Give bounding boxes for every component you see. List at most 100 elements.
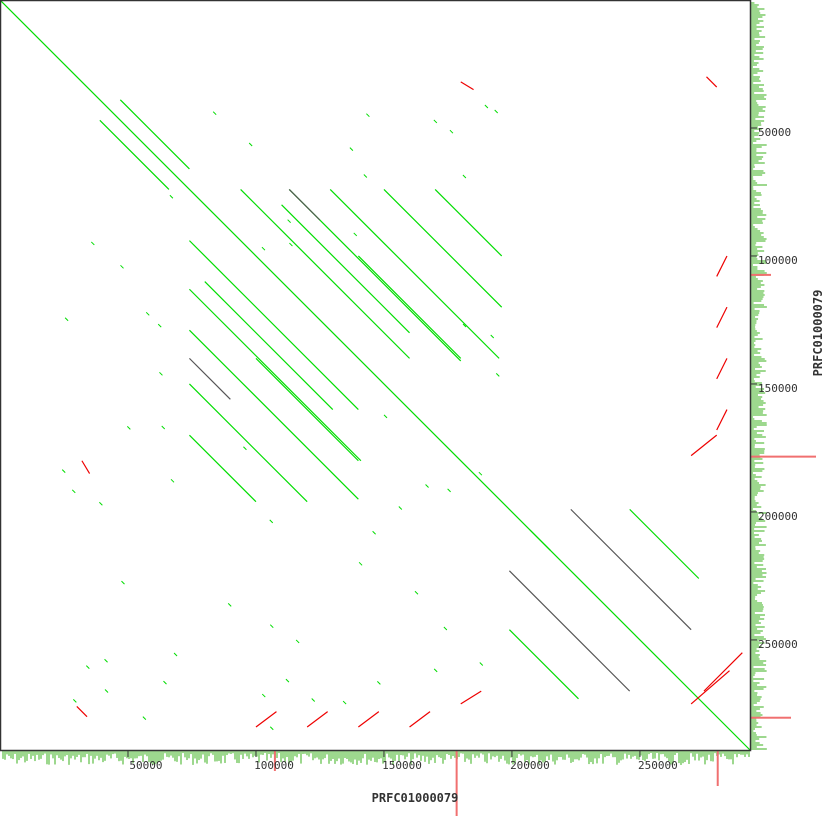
y-margin-bar [751, 650, 760, 652]
x-margin-bar [644, 751, 646, 761]
y-margin-bar [751, 724, 757, 726]
y-margin-bar [751, 596, 756, 598]
x-margin-bar [154, 751, 156, 765]
x-margin-bar [572, 751, 574, 762]
alignment-dot [285, 678, 290, 683]
y-margin-bar [751, 348, 762, 350]
x-margin-bar [98, 751, 100, 761]
alignment-dot [269, 519, 274, 524]
y-margin-bar [751, 508, 754, 510]
y-margin-bar [751, 162, 765, 164]
y-margin-bar [751, 610, 763, 612]
y-margin-bar [751, 4, 759, 6]
alignment-dot [243, 446, 247, 451]
y-margin-bar [751, 464, 756, 466]
x-margin-bar [264, 751, 266, 754]
x-margin-bar [358, 751, 360, 761]
y-margin-bar [751, 408, 766, 410]
alignment-segment-reverse [706, 76, 718, 88]
x-margin-bar [452, 751, 454, 757]
x-margin-bar [38, 751, 40, 760]
x-margin-bar [178, 751, 180, 757]
y-margin-bar [751, 370, 766, 372]
x-margin-bar [226, 751, 228, 756]
x-margin-bar [224, 751, 226, 763]
y-margin-bar [751, 706, 764, 708]
y-margin-bar [751, 410, 764, 412]
y-margin-bar [751, 54, 755, 56]
x-margin-bar [574, 751, 576, 760]
x-margin-bar [400, 751, 402, 756]
x-margin-bar [532, 751, 534, 758]
y-margin-bar [751, 390, 763, 392]
x-margin-bar [216, 751, 218, 762]
alignment-segment-forward [240, 188, 410, 359]
y-margin-bar [751, 746, 757, 748]
y-margin-bar [751, 546, 756, 548]
x-margin-bar [128, 751, 130, 759]
x-margin-bar [148, 751, 150, 763]
x-margin-bar [668, 751, 670, 762]
y-margin-bar [751, 10, 760, 12]
x-margin-bar [278, 751, 280, 754]
x-margin-bar [684, 751, 686, 763]
y-margin-bar [751, 214, 767, 216]
y-margin-bar [751, 206, 754, 208]
x-margin-bar [418, 751, 420, 756]
y-margin-bar [751, 520, 766, 522]
alignment-segment-forward [281, 204, 410, 334]
y-margin-bar [751, 46, 764, 48]
x-margin-bar [612, 751, 614, 758]
alignment-dot [433, 119, 438, 124]
x-margin-bar [68, 751, 70, 765]
x-margin-bar [184, 751, 186, 758]
x-margin-bar [560, 751, 562, 758]
y-margin-bar [751, 92, 755, 94]
y-margin-bar [751, 72, 758, 74]
y-margin-bar [751, 432, 757, 434]
y-margin-bar [751, 552, 759, 554]
y-margin-bar [751, 460, 755, 462]
y-tick-label: 50000 [758, 126, 791, 139]
x-margin-bar [422, 751, 424, 756]
x-margin-bar [294, 751, 296, 757]
y-margin-bar [751, 304, 765, 306]
x-margin-bar [188, 751, 190, 759]
x-margin-bar [20, 751, 22, 758]
x-margin-bar [424, 751, 426, 762]
x-margin-bar [292, 751, 294, 761]
x-margin-bar [350, 751, 352, 763]
y-margin-bar [751, 42, 759, 44]
y-margin-bar [751, 150, 757, 152]
x-margin-bar [702, 751, 704, 757]
y-margin-bar [751, 354, 755, 356]
y-margin-bar [751, 336, 755, 338]
y-margin-bar [751, 232, 764, 234]
y-margin-bar [751, 130, 755, 132]
alignment-dot [212, 111, 217, 116]
y-margin-bar [751, 230, 761, 232]
x-margin-bar [416, 751, 418, 758]
x-margin-bar [230, 751, 232, 754]
y-margin-bar [751, 542, 760, 544]
y-margin-bar [751, 176, 754, 178]
y-margin-bar [751, 124, 762, 126]
y-margin-bar [751, 122, 762, 124]
y-margin-bar [751, 76, 760, 78]
x-margin-bar [414, 751, 416, 754]
x-margin-bar [722, 751, 724, 754]
x-margin-bar [494, 751, 496, 758]
y-margin-bar [751, 498, 755, 500]
x-margin-bar [356, 751, 358, 765]
x-margin-bar [710, 751, 712, 762]
alignment-segment-reverse [460, 81, 474, 91]
alignment-dot [85, 665, 90, 670]
x-margin-bar [478, 751, 480, 758]
x-margin-bar [236, 751, 238, 763]
y-margin-bar [751, 648, 757, 650]
y-margin-bar [751, 226, 755, 228]
x-margin-bar [280, 751, 282, 763]
x-margin-bar [332, 751, 334, 759]
alignment-dot [269, 624, 274, 629]
y-margin-bar [751, 282, 761, 284]
